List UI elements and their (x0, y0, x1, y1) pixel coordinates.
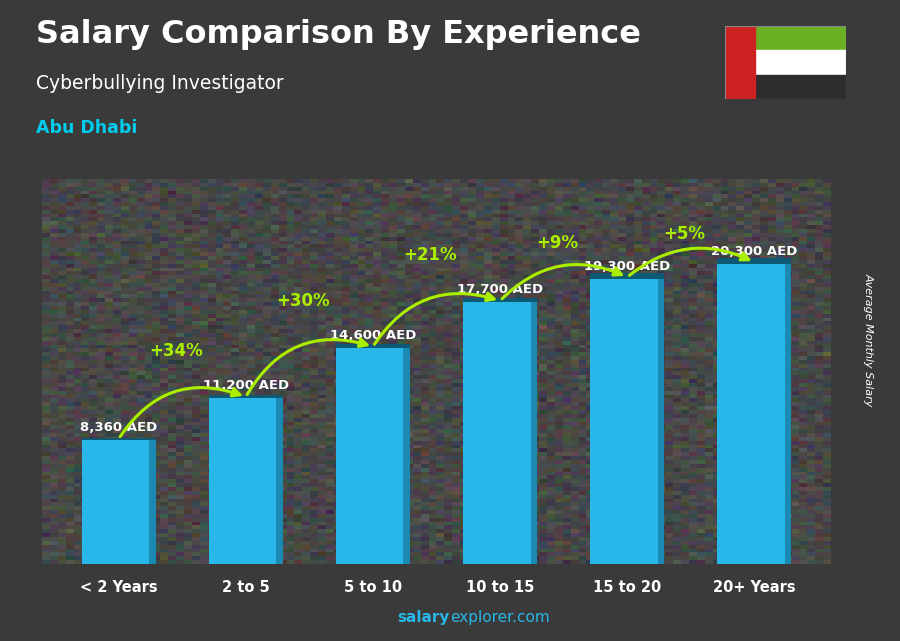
Bar (276, 399, 283, 564)
Text: Average Monthly Salary: Average Monthly Salary (863, 273, 874, 406)
Bar (336, 344, 410, 348)
Bar (724, 26, 755, 99)
FancyBboxPatch shape (590, 279, 664, 564)
Text: Cyberbullying Investigator: Cyberbullying Investigator (36, 74, 284, 93)
Bar (590, 274, 664, 279)
Bar (717, 258, 791, 264)
FancyBboxPatch shape (82, 440, 156, 564)
Text: Abu Dhabi: Abu Dhabi (36, 119, 138, 137)
Text: 11,200 AED: 11,200 AED (202, 379, 289, 392)
Bar (464, 297, 537, 303)
Text: Salary Comparison By Experience: Salary Comparison By Experience (36, 19, 641, 50)
Bar (785, 264, 791, 564)
Bar (658, 279, 664, 564)
Text: explorer.com: explorer.com (450, 610, 550, 625)
Bar (209, 395, 283, 399)
Text: 20,300 AED: 20,300 AED (711, 245, 797, 258)
Text: +30%: +30% (276, 292, 329, 310)
Bar (752, 75, 846, 99)
Text: 14,600 AED: 14,600 AED (329, 329, 416, 342)
Bar (752, 50, 846, 75)
Text: 8,360 AED: 8,360 AED (80, 422, 158, 435)
Bar (403, 348, 410, 564)
Text: +34%: +34% (149, 342, 202, 360)
Text: salary: salary (398, 610, 450, 625)
Text: +21%: +21% (403, 246, 457, 264)
Text: +9%: +9% (536, 234, 579, 252)
Bar (149, 440, 156, 564)
Bar (82, 438, 156, 440)
Bar (752, 26, 846, 50)
Text: 19,300 AED: 19,300 AED (584, 260, 670, 272)
FancyBboxPatch shape (464, 303, 537, 564)
FancyBboxPatch shape (717, 264, 791, 564)
Text: 17,700 AED: 17,700 AED (457, 283, 543, 296)
FancyBboxPatch shape (209, 399, 283, 564)
Bar (531, 303, 537, 564)
Text: +5%: +5% (663, 225, 706, 243)
FancyBboxPatch shape (336, 348, 410, 564)
